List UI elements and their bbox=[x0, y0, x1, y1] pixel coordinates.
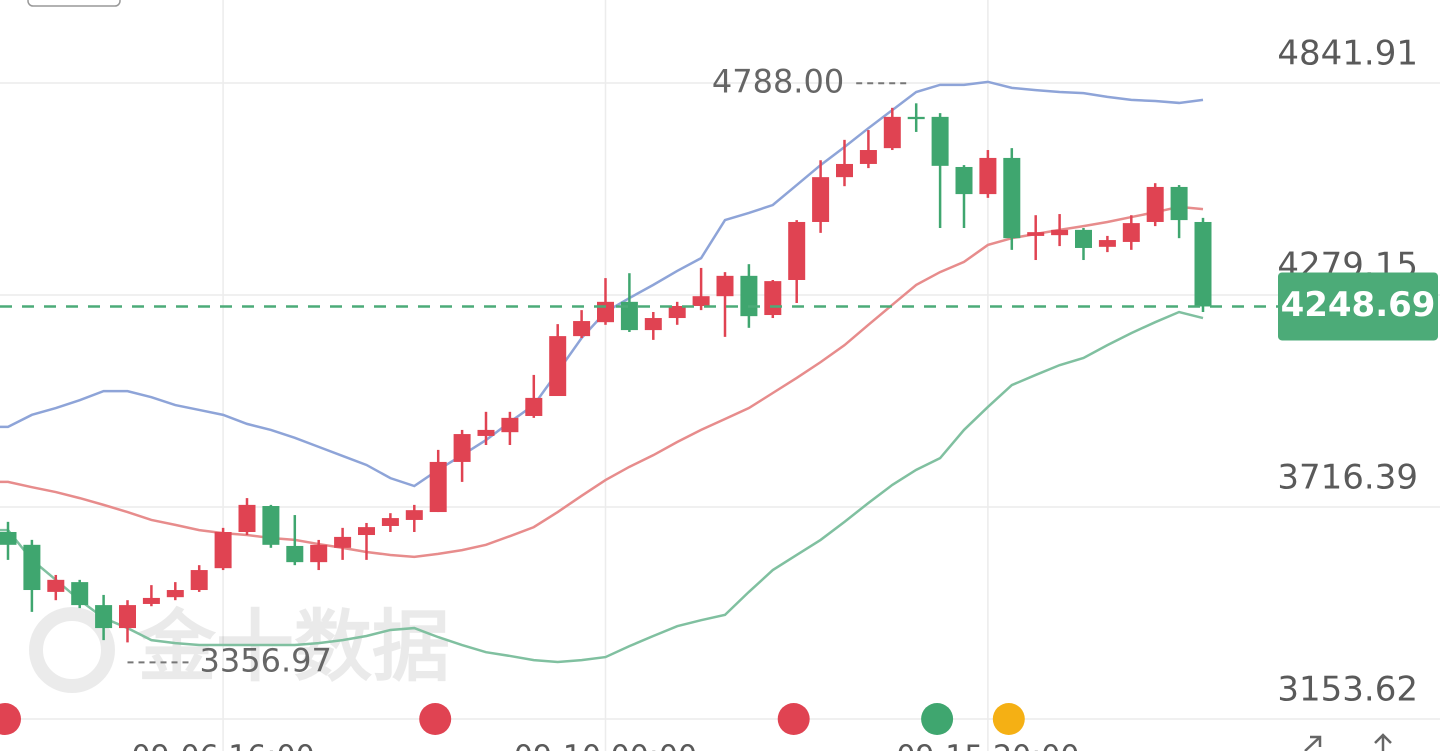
x-tick-label: 09-15 20:00 bbox=[896, 740, 1079, 751]
candle-body bbox=[692, 296, 710, 306]
candle-body bbox=[525, 397, 543, 416]
candle-body bbox=[23, 544, 41, 591]
top-control[interactable] bbox=[27, 0, 121, 7]
candle-body bbox=[190, 570, 208, 591]
x-tick-label: 09-10 00:00 bbox=[514, 740, 697, 751]
candle-body bbox=[859, 150, 877, 164]
candle-body bbox=[166, 590, 184, 598]
band-line bbox=[0, 80, 1204, 488]
x-tick-label: 09-06 16:00 bbox=[132, 740, 315, 751]
candle-body bbox=[1194, 221, 1212, 307]
candle-body bbox=[549, 336, 567, 397]
candle-body bbox=[310, 544, 328, 563]
candle-body bbox=[764, 281, 782, 316]
watermark-logo bbox=[29, 607, 115, 693]
candle-body bbox=[1051, 229, 1069, 236]
candle-body bbox=[644, 318, 662, 331]
last-price-label: 4248.69 bbox=[1281, 285, 1436, 325]
candle-body bbox=[836, 163, 853, 178]
candle-body bbox=[668, 305, 686, 319]
up-icon[interactable] bbox=[1374, 733, 1392, 751]
candle-body bbox=[716, 275, 734, 297]
candle-body bbox=[501, 417, 519, 433]
candle-body bbox=[1170, 186, 1188, 221]
candle-body bbox=[0, 532, 17, 545]
event-dot bbox=[921, 703, 954, 735]
candle-body bbox=[429, 461, 447, 513]
event-dot bbox=[0, 703, 21, 735]
y-tick-label: 3716.39 bbox=[1277, 457, 1418, 497]
event-dot bbox=[992, 703, 1025, 735]
candle-body bbox=[620, 301, 638, 331]
event-dot bbox=[419, 703, 452, 735]
candle-body bbox=[788, 221, 806, 280]
watermark: 金十数据 bbox=[137, 602, 450, 692]
band-line bbox=[0, 205, 1204, 559]
candle-body bbox=[1075, 229, 1092, 248]
candle-body bbox=[47, 579, 65, 592]
band-line bbox=[0, 310, 1204, 664]
last-price-tag bbox=[1278, 272, 1438, 341]
candle-body bbox=[979, 157, 997, 195]
y-tick-label: 4841.91 bbox=[1277, 34, 1418, 74]
candle-body bbox=[1003, 157, 1021, 239]
candle-body bbox=[214, 532, 232, 569]
candle-body bbox=[477, 429, 495, 436]
candle-body bbox=[573, 321, 591, 337]
candle-body bbox=[358, 527, 375, 536]
candle-body bbox=[71, 582, 89, 606]
candle-body bbox=[286, 545, 304, 563]
watermark-group: 金十数据 bbox=[29, 602, 450, 693]
event-dot bbox=[777, 703, 810, 735]
annotation-label: 3356.97 bbox=[200, 641, 332, 679]
bottom-icons bbox=[1304, 733, 1392, 751]
expand-icon[interactable] bbox=[1304, 735, 1322, 751]
candle-body bbox=[1146, 186, 1164, 222]
annotation-label: 4788.00 bbox=[712, 62, 844, 100]
candle-body bbox=[453, 434, 471, 462]
candle-body bbox=[142, 597, 160, 604]
candles bbox=[0, 103, 1212, 643]
candle-body bbox=[740, 275, 758, 317]
candle-body bbox=[812, 177, 830, 222]
candle-body bbox=[262, 506, 280, 545]
candle-body bbox=[597, 301, 614, 323]
candle-body bbox=[907, 116, 925, 120]
candle-body bbox=[1122, 223, 1140, 242]
candle-body bbox=[931, 116, 949, 166]
candle-body bbox=[119, 605, 136, 629]
candle-body bbox=[883, 116, 901, 149]
candle-body bbox=[95, 605, 113, 629]
candle-body bbox=[381, 518, 399, 526]
candle-body bbox=[1098, 240, 1116, 247]
candle-body bbox=[1027, 232, 1045, 236]
candle-body bbox=[334, 536, 352, 548]
candle-body bbox=[955, 166, 973, 195]
candle-body bbox=[238, 504, 256, 533]
y-tick-label: 3153.62 bbox=[1277, 670, 1418, 710]
candle-body bbox=[405, 510, 423, 520]
